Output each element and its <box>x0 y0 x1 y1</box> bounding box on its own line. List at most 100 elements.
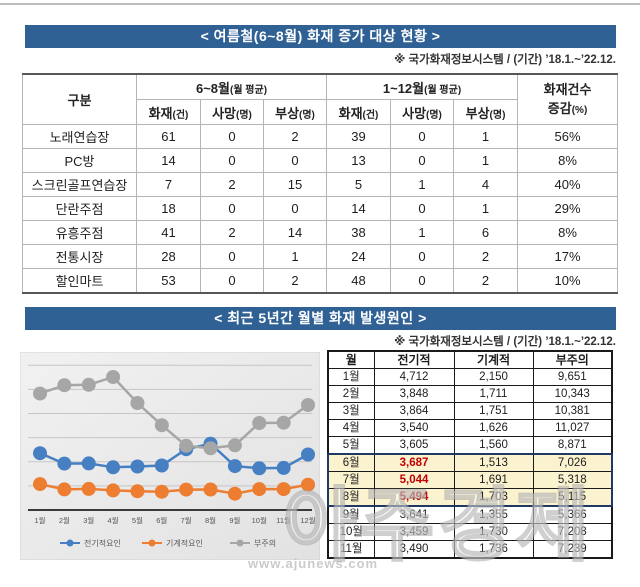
value-cell: 5,044 <box>373 471 455 489</box>
value-cell: 0 <box>390 244 455 269</box>
svg-text:11월: 11월 <box>276 515 291 525</box>
svg-text:1월: 1월 <box>34 515 45 525</box>
group2-unit: (월 평균) <box>424 84 462 96</box>
value-cell: 1,355 <box>453 505 534 524</box>
month-cell: 4월 <box>327 419 375 437</box>
value-cell: 0 <box>200 196 264 221</box>
section2-source: ※ 국가화재정보시스템 / (기간) ’18.1.~’22.12. <box>394 336 616 348</box>
table-row: 9월 3,641 1,355 5,366 <box>327 505 613 524</box>
svg-text:기계적요인: 기계적요인 <box>166 538 203 548</box>
change-cell: 17% <box>517 244 619 269</box>
month-cell: 5월 <box>327 436 375 455</box>
value-cell: 5,494 <box>373 488 455 507</box>
value-cell: 3,490 <box>373 540 455 559</box>
svg-text:3월: 3월 <box>83 515 94 525</box>
svg-text:6월: 6월 <box>156 515 167 525</box>
group-header-year: 1~12월(월 평균) <box>326 73 519 100</box>
table-row: 1월 4,712 2,150 9,651 <box>327 368 613 386</box>
value-cell: 24 <box>326 244 392 269</box>
value-cell: 1 <box>262 244 328 269</box>
value-cell: 0 <box>200 124 264 149</box>
value-cell: 5,366 <box>532 505 613 524</box>
change-header-line2: 증감 <box>547 100 572 116</box>
value-cell: 1,711 <box>453 385 534 403</box>
group1-unit: (월 평균) <box>229 84 268 96</box>
top-divider <box>0 3 640 5</box>
table-row: 11월 3,490 1,736 7,239 <box>327 540 613 559</box>
month-cell: 3월 <box>327 402 375 420</box>
value-cell: 15 <box>262 172 328 197</box>
value-cell: 48 <box>326 268 392 294</box>
value-cell: 28 <box>136 244 201 269</box>
value-cell: 0 <box>262 148 328 173</box>
change-cell: 40% <box>517 172 619 197</box>
table-row: 스크린골프연습장 7 2 15 5 1 4 40% <box>22 172 619 197</box>
value-cell: 3,687 <box>373 453 455 472</box>
svg-text:7월: 7월 <box>181 515 192 525</box>
value-cell: 5,318 <box>532 471 613 489</box>
value-cell: 3,605 <box>373 436 455 455</box>
value-cell: 1,703 <box>453 488 534 507</box>
svg-text:8월: 8월 <box>205 515 216 525</box>
month-cell: 7월 <box>327 471 375 489</box>
value-cell: 0 <box>390 268 455 294</box>
table-row: 단란주점 18 0 0 14 0 1 29% <box>22 196 619 221</box>
value-cell: 3,459 <box>373 523 455 541</box>
mechanical-header: 기계적 <box>453 350 534 369</box>
value-cell: 1,736 <box>453 540 534 559</box>
svg-text:2월: 2월 <box>59 515 70 525</box>
group2-label: 1~12월 <box>382 80 425 96</box>
change-cell: 8% <box>517 148 619 173</box>
summer-fire-table: 구분 6~8월(월 평균) 1~12월(월 평균) 화재건수 증감(%) 화재(… <box>22 73 619 294</box>
section1-source: ※ 국가화재정보시스템 / (기간) ’18.1.~’22.12. <box>394 54 616 66</box>
section2-title-bar: < 최근 5년간 월별 화재 발생원인 > <box>25 307 616 330</box>
value-cell: 1,513 <box>453 453 534 472</box>
value-cell: 1 <box>390 172 455 197</box>
month-cell: 1월 <box>327 368 375 386</box>
category-cell: 단란주점 <box>22 196 137 221</box>
monthly-fire-cause-table: 월 전기적 기계적 부주의 1월 4,712 2,150 9,651 2월 3,848 1,… <box>327 350 613 559</box>
change-header-line1: 화재건수 <box>543 81 592 97</box>
value-cell: 1 <box>453 148 519 173</box>
value-cell: 53 <box>136 268 201 294</box>
measure-header: 부상(명) <box>453 99 519 125</box>
measure-header: 사망(명) <box>200 99 264 125</box>
header-row-measures: 화재(건) 사망(명) 부상(명) 화재(건) 사망(명) 부상(명) <box>23 99 618 125</box>
value-cell: 14 <box>136 148 201 173</box>
svg-text:4월: 4월 <box>108 515 119 525</box>
month-cell: 8월 <box>327 488 375 507</box>
value-cell: 1 <box>453 196 519 221</box>
group-header-summer: 6~8월(월 평균) <box>135 73 328 100</box>
value-cell: 8,871 <box>532 436 613 455</box>
value-cell: 38 <box>326 220 392 245</box>
category-cell: PC방 <box>22 148 137 173</box>
value-cell: 1,691 <box>453 471 534 489</box>
month-cell: 10월 <box>327 523 375 541</box>
value-cell: 7 <box>136 172 201 197</box>
value-cell: 0 <box>390 148 455 173</box>
value-cell: 2,150 <box>453 368 534 386</box>
value-cell: 11,027 <box>532 419 613 437</box>
category-cell: 전통시장 <box>22 244 137 269</box>
section2-title: < 최근 5년간 월별 화재 발생원인 > <box>214 310 427 326</box>
table-row: 유흥주점 41 2 14 38 1 6 8% <box>22 220 619 245</box>
value-cell: 3,864 <box>373 402 455 420</box>
change-cell: 10% <box>517 268 619 294</box>
category-cell: 할인마트 <box>22 268 137 294</box>
change-cell: 8% <box>517 220 619 245</box>
value-cell: 1,730 <box>453 523 534 541</box>
svg-text:10월: 10월 <box>252 515 267 525</box>
value-cell: 13 <box>326 148 392 173</box>
measure-header: 화재(건) <box>136 99 201 125</box>
table-row: 6월 3,687 1,513 7,026 <box>327 453 613 472</box>
value-cell: 1,560 <box>453 436 534 455</box>
group1-label: 6~8월 <box>195 80 230 96</box>
value-cell: 14 <box>262 220 328 245</box>
table2-header-row: 월 전기적 기계적 부주의 <box>327 350 613 369</box>
svg-text:5월: 5월 <box>132 515 143 525</box>
value-cell: 5 <box>326 172 392 197</box>
value-cell: 1 <box>453 124 519 149</box>
category-header: 구분 <box>22 73 137 125</box>
value-cell: 10,343 <box>532 385 613 403</box>
